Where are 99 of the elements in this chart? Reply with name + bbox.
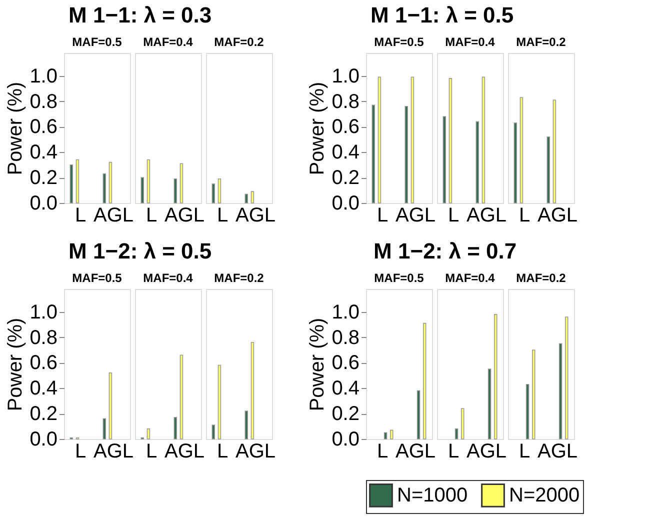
y-axis-title: Power (%)	[306, 318, 329, 412]
bar	[488, 368, 492, 440]
bar	[378, 76, 382, 204]
bar	[558, 343, 562, 440]
x-tick-label: L	[74, 440, 86, 462]
y-tick-label: 0.2	[332, 403, 360, 426]
y-tick-label: 1.0	[332, 301, 360, 324]
bar	[546, 136, 550, 204]
chart-title: M 1−2: λ = 0.5	[68, 238, 212, 264]
x-tick-label: L	[216, 204, 228, 226]
y-tick-label: 1.0	[332, 65, 360, 88]
y-axis-title: Power (%)	[306, 82, 329, 176]
x-tick-label: AGL	[395, 440, 436, 462]
y-tick-label: 1.0	[30, 301, 58, 324]
bar	[174, 178, 177, 204]
y-axis-title: Power (%)	[4, 82, 27, 176]
text: MAF=0.2	[214, 35, 264, 49]
x-tick-label: AGL	[537, 440, 578, 462]
x-tick-label: AGL	[235, 204, 276, 226]
y-tick-label: 0.4	[30, 378, 58, 400]
text: MAF=0.2	[516, 35, 566, 49]
y-tick-label: 0.8	[332, 90, 360, 113]
x-tick-label: L	[376, 204, 388, 226]
y-tick-label: 0.4	[30, 142, 58, 164]
x-tick-label: AGL	[235, 440, 276, 462]
bar	[140, 177, 144, 204]
text: MAF=0.5	[374, 271, 424, 285]
x-tick-label: L	[518, 440, 530, 462]
bar	[442, 116, 446, 204]
x-tick-label: AGL	[466, 440, 507, 462]
text: MAF=0.2	[214, 271, 264, 285]
text: MAF=0.4	[143, 271, 194, 285]
x-tick-label: AGL	[93, 204, 134, 226]
x-tick-label: L	[146, 440, 158, 462]
x-tick-label: L	[448, 440, 460, 462]
y-tick-label: 0.6	[332, 352, 360, 374]
bar	[448, 78, 452, 204]
y-tick-label: 0.0	[332, 192, 360, 214]
bar	[180, 163, 184, 204]
bar	[494, 314, 498, 440]
bar	[180, 354, 184, 440]
y-tick-label: 0.2	[30, 167, 58, 190]
y-tick-label: 0.2	[332, 167, 360, 190]
x-tick-label: L	[74, 204, 86, 226]
y-tick-label: 0.2	[30, 403, 58, 426]
text: MAF=0.5	[374, 35, 424, 49]
x-tick-label: AGL	[164, 440, 205, 462]
text: MAF=0.4	[143, 35, 194, 49]
text: MAF=0.4	[445, 35, 496, 49]
bar	[244, 410, 248, 440]
text: MAF=0.4	[445, 271, 496, 285]
y-tick-label: 0.6	[332, 116, 360, 138]
bar	[476, 121, 479, 204]
text: MAF=0.5	[72, 35, 122, 49]
y-tick-label: 0.0	[30, 428, 58, 450]
bar	[552, 100, 556, 204]
bar	[146, 428, 150, 440]
text: MAF=0.5	[72, 271, 122, 285]
y-tick-label: 0.8	[30, 326, 58, 349]
x-tick-label: L	[448, 204, 460, 226]
bar	[384, 432, 388, 440]
y-tick-label: 0.0	[332, 428, 360, 450]
y-tick-label: 0.8	[30, 90, 58, 113]
x-tick-label: AGL	[395, 204, 436, 226]
x-tick-label: AGL	[537, 204, 578, 226]
bar	[76, 159, 80, 204]
x-tick-label: AGL	[93, 440, 134, 462]
bar	[372, 104, 375, 204]
bar	[70, 164, 73, 204]
x-tick-label: L	[146, 204, 158, 226]
bar	[146, 159, 150, 204]
chart-title: M 1−1: λ = 0.5	[370, 2, 514, 28]
y-tick-label: 0.0	[30, 192, 58, 214]
bar	[244, 194, 248, 204]
y-tick-label: 0.4	[332, 378, 360, 400]
text: MAF=0.2	[516, 271, 566, 285]
chart-title: M 1−2: λ = 0.7	[374, 238, 517, 264]
bar	[390, 430, 394, 440]
bar	[565, 316, 568, 440]
chart-title: M 1−1: λ = 0.3	[68, 2, 212, 28]
y-tick-label: 0.8	[332, 326, 360, 349]
y-tick-label: 0.6	[30, 352, 58, 374]
y-axis-title: Power (%)	[4, 318, 27, 412]
bar	[461, 408, 464, 440]
x-tick-label: L	[216, 440, 228, 462]
x-tick-label: L	[376, 440, 388, 462]
x-tick-label: AGL	[164, 204, 205, 226]
legend-label: N=2000	[509, 484, 580, 506]
x-tick-label: AGL	[466, 204, 507, 226]
bar	[482, 76, 486, 204]
bar	[250, 342, 254, 440]
x-tick-label: L	[518, 204, 530, 226]
bar	[174, 416, 177, 440]
legend-label: N=1000	[397, 484, 468, 506]
bar	[454, 428, 458, 440]
y-tick-label: 0.4	[332, 142, 360, 164]
y-tick-label: 1.0	[30, 65, 58, 88]
bar	[250, 191, 254, 204]
y-tick-label: 0.6	[30, 116, 58, 138]
